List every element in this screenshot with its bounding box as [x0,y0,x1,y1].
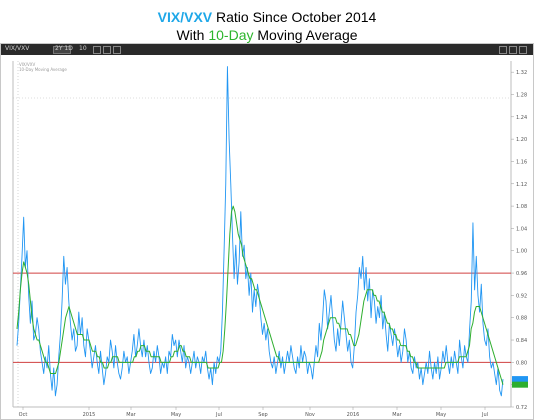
x-tick-label: Jul [481,412,488,418]
x-tick-label: 2016 [347,412,360,418]
chart-toolbar: VIX/VXV 2Y 1D 10 [1,44,533,55]
series-line-vix-vxv [16,66,504,397]
x-tick-label: May [436,412,446,418]
y-tick-label: 1.08 [516,204,527,210]
y-tick-label: 1.28 [516,92,527,98]
chart-plot: 1.32 1.28 1.24 1.20 1.16 1.12 1.08 1.04 1.00 0.96… [12,61,528,418]
y-tick-label: 1.16 [516,159,527,165]
studies-icon[interactable] [113,46,121,54]
y-tick-label: 1.12 [516,182,527,188]
title-moving-average: Moving Average [253,27,358,43]
y-tick-label: 0.88 [516,316,527,322]
y-tick-label: 0.84 [516,338,527,344]
x-tick-label: Mar [126,412,136,418]
close-icon[interactable] [519,46,527,54]
symbol-label[interactable]: VIX/VXV [5,45,30,52]
chart-title-line-2: With 10-Day Moving Average [0,26,534,44]
draw-tool-icon[interactable] [93,46,101,54]
title-vix-vxv: VIX/VXV [157,9,213,25]
x-tick-label: Mar [392,412,402,418]
timeframe-label: 2Y 1D [55,45,73,52]
share-icon[interactable] [509,46,517,54]
y-tick-label: 1.00 [516,249,527,255]
legend-entry: VIX/VXV [19,62,35,67]
x-tick-label: Sep [258,412,267,418]
y-tick-label: 0.72 [516,405,527,411]
chart-title-line-1: VIX/VXV Ratio Since October 2014 [0,8,534,26]
series-line-moving-average [16,205,504,385]
x-tick-label: 2015 [83,412,96,418]
x-tick-label: Oct [19,412,28,418]
title-ratio-since: Ratio Since October 2014 [212,9,377,25]
y-tick-label: 1.04 [516,226,527,232]
study-label: 10 [79,45,87,52]
y-tick-label: 0.80 [516,360,527,366]
chart-title-block: VIX/VXV Ratio Since October 2014 With 10… [0,0,534,44]
title-with: With [176,27,209,43]
legend-entry: 10-Day Moving Average [19,67,67,72]
x-tick-label: Jul [215,412,222,418]
y-tick-label: 1.20 [516,137,527,143]
x-tick-label: Nov [305,412,315,418]
timeframe-select[interactable] [53,46,71,54]
y-tick-label: 1.24 [516,115,527,121]
y-tick-label: 1.32 [516,70,527,76]
last-value-tag-ma [512,381,528,388]
x-tick-label: May [171,412,181,418]
settings-icon[interactable] [499,46,507,54]
y-tick-label: 0.92 [516,293,527,299]
y-tick-label: 0.96 [516,271,527,277]
title-10-day: 10-Day [208,27,254,43]
style-icon[interactable] [103,46,111,54]
last-value-tag-vix-vxv [512,376,528,383]
chart-window: VIX/VXV 2Y 1D 10 1.32 1.28 1.24 1.20 1.16 1.1… [0,43,534,420]
